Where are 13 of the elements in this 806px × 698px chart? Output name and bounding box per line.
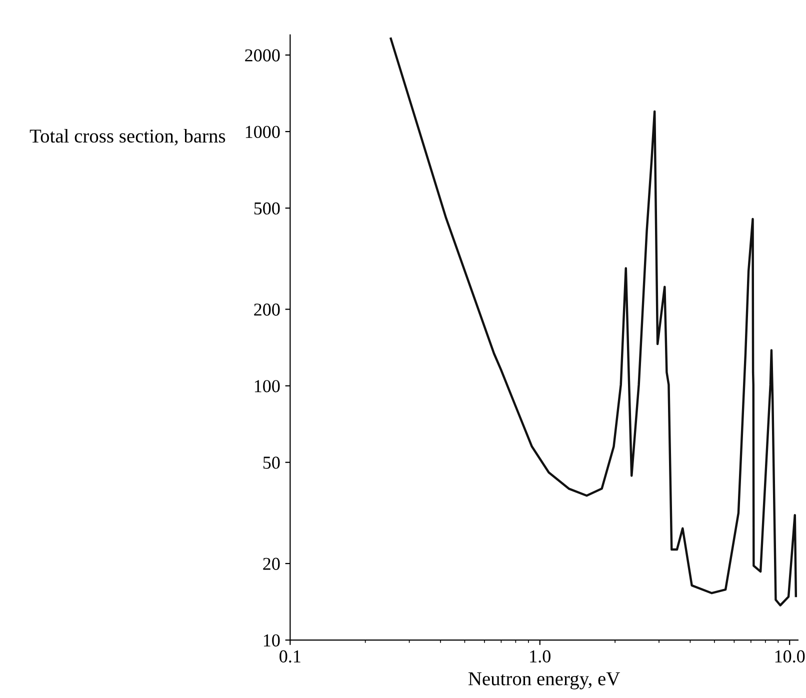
y-tick-label: 50: [263, 456, 280, 469]
x-tick-label: 1.0: [530, 650, 550, 663]
y-tick-label: 20: [263, 558, 280, 570]
y-axis-title: Total cross section, barns: [30, 128, 226, 146]
x-axis-title: Neutron energy, eV: [468, 672, 620, 690]
y-tick-label: 100: [254, 380, 280, 392]
y-tick-label: 2000: [245, 49, 280, 62]
x-tick-label: 10.0: [775, 650, 805, 663]
y-tick-label: 1000: [246, 126, 280, 138]
x-tick-label: 0.1: [280, 650, 300, 663]
y-tick-label: 200: [254, 304, 280, 316]
y-tick-label: 500: [254, 202, 280, 215]
y-tick-label: 10: [264, 634, 280, 647]
